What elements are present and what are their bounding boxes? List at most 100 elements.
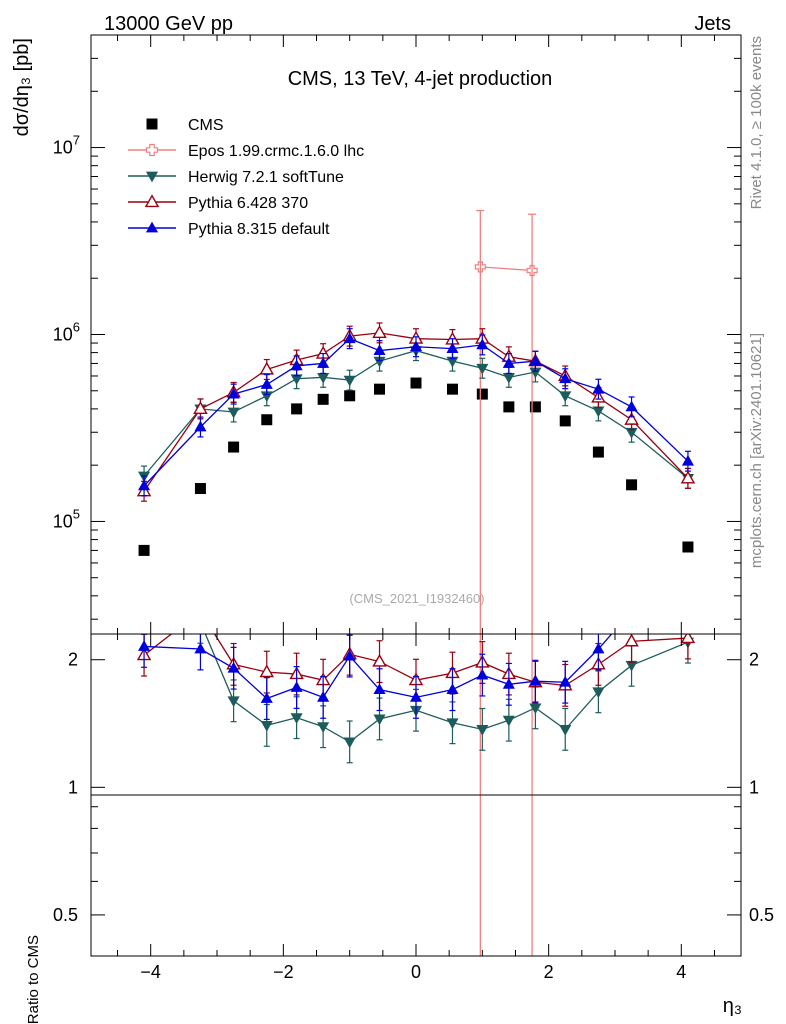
data-point (529, 354, 542, 366)
data-point (227, 387, 240, 399)
data-point (502, 372, 515, 384)
ratio-point (625, 660, 638, 672)
data-point (626, 479, 638, 491)
analysis-watermark: (CMS_2021_I1932460) (349, 591, 484, 606)
ratio-point (290, 681, 303, 692)
data-point (559, 372, 572, 384)
data-point (317, 393, 329, 405)
series-main-2 (138, 340, 694, 489)
legend-entry: Pythia 6.428 370 (128, 194, 308, 212)
data-point (374, 383, 386, 395)
ratio-point (476, 668, 489, 680)
ratio-point (260, 720, 273, 732)
ratio-tick-label-right: 1 (749, 777, 759, 797)
ratio-point (502, 715, 515, 727)
ratio-point (317, 691, 330, 702)
ratio-point (227, 661, 240, 673)
x-tick-label: 0 (411, 962, 421, 982)
legend-label: Pythia 6.428 370 (188, 195, 308, 212)
ratio-point (227, 696, 240, 708)
legend-marker (145, 171, 159, 183)
data-point (291, 403, 303, 415)
y-tick-label: 106 (53, 320, 80, 345)
data-point (260, 391, 273, 403)
data-point (592, 382, 605, 394)
data-point (682, 541, 694, 553)
series-ratio-4 (138, 634, 613, 720)
ratio-point (373, 683, 386, 695)
data-point (372, 325, 387, 338)
legend-label: Pythia 8.315 default (188, 221, 330, 238)
legend-entry: Epos 1.99.crmc.1.6.0 lhc (128, 143, 364, 160)
ratio-point (592, 687, 605, 699)
data-point (625, 427, 638, 439)
data-point (261, 414, 273, 426)
data-point (193, 401, 208, 414)
series-main-4 (138, 328, 694, 497)
data-point (227, 407, 240, 419)
data-point (194, 483, 206, 495)
data-point (503, 401, 515, 413)
ratio-point (559, 675, 572, 687)
ratio-tick-label-left: 2 (68, 650, 78, 670)
legend-label: Herwig 7.2.1 softTune (188, 169, 344, 186)
mcplots-label: mcplots.cern.ch [arXiv:2401.10621] (748, 333, 765, 568)
data-point (502, 357, 515, 368)
data-point (409, 340, 423, 352)
series-main-1 (474, 261, 538, 277)
data-point (446, 356, 459, 368)
data-point (290, 359, 303, 371)
data-point (624, 411, 639, 425)
ratio-point (446, 718, 459, 730)
data-point (529, 401, 541, 413)
ratio-point (194, 642, 207, 654)
data-point (373, 344, 386, 356)
ratio-point (138, 622, 150, 633)
ratio-point (446, 683, 459, 695)
x-tick-label: −4 (140, 962, 161, 982)
ratio-point (259, 664, 275, 678)
data-point (476, 388, 488, 400)
data-point (476, 338, 489, 350)
legend-label: CMS (188, 117, 224, 134)
data-point (559, 415, 571, 427)
ratio-point (260, 692, 273, 703)
data-point (373, 356, 386, 368)
ratio-point (290, 713, 303, 724)
ratio-tick-label-left: 1 (68, 777, 78, 797)
data-point (317, 357, 330, 368)
ratio-point (194, 618, 206, 629)
data-point (138, 544, 150, 556)
ratio-point (138, 640, 151, 651)
ratio-point (372, 653, 387, 667)
ratio-point (529, 703, 542, 715)
x-tick-label: 2 (544, 962, 554, 982)
y-axis-label: dσ/dη₃ [pb] (11, 38, 33, 136)
data-point (592, 446, 604, 458)
y-tick-label: 105 (53, 506, 80, 531)
data-point (410, 377, 422, 389)
data-point (529, 367, 542, 379)
series-main-0 (138, 377, 694, 556)
ratio-point (194, 605, 206, 616)
process-label: 13000 GeV pp (104, 13, 233, 35)
data-point (317, 372, 330, 384)
ratio-point (373, 714, 386, 726)
data-point (343, 375, 356, 387)
series-line (143, 349, 689, 479)
chart-title: CMS, 13 TeV, 4-jet production (288, 68, 553, 90)
data-point (344, 390, 356, 402)
data-point (680, 470, 696, 484)
ratio-point (343, 737, 356, 749)
rivet-label: Rivet 4.1.0, ≥ 100k events (748, 36, 765, 209)
ratio-point (624, 634, 639, 647)
x-axis-label: η₃ (723, 995, 742, 1017)
data-point (228, 441, 240, 453)
legend-entry: Herwig 7.2.1 softTune (128, 169, 344, 186)
data-point (343, 332, 356, 344)
category-label: Jets (694, 13, 731, 35)
legend-marker (144, 194, 160, 208)
legend-entry: CMS (146, 117, 224, 134)
ratio-tick-label-left: 0.5 (53, 905, 78, 925)
